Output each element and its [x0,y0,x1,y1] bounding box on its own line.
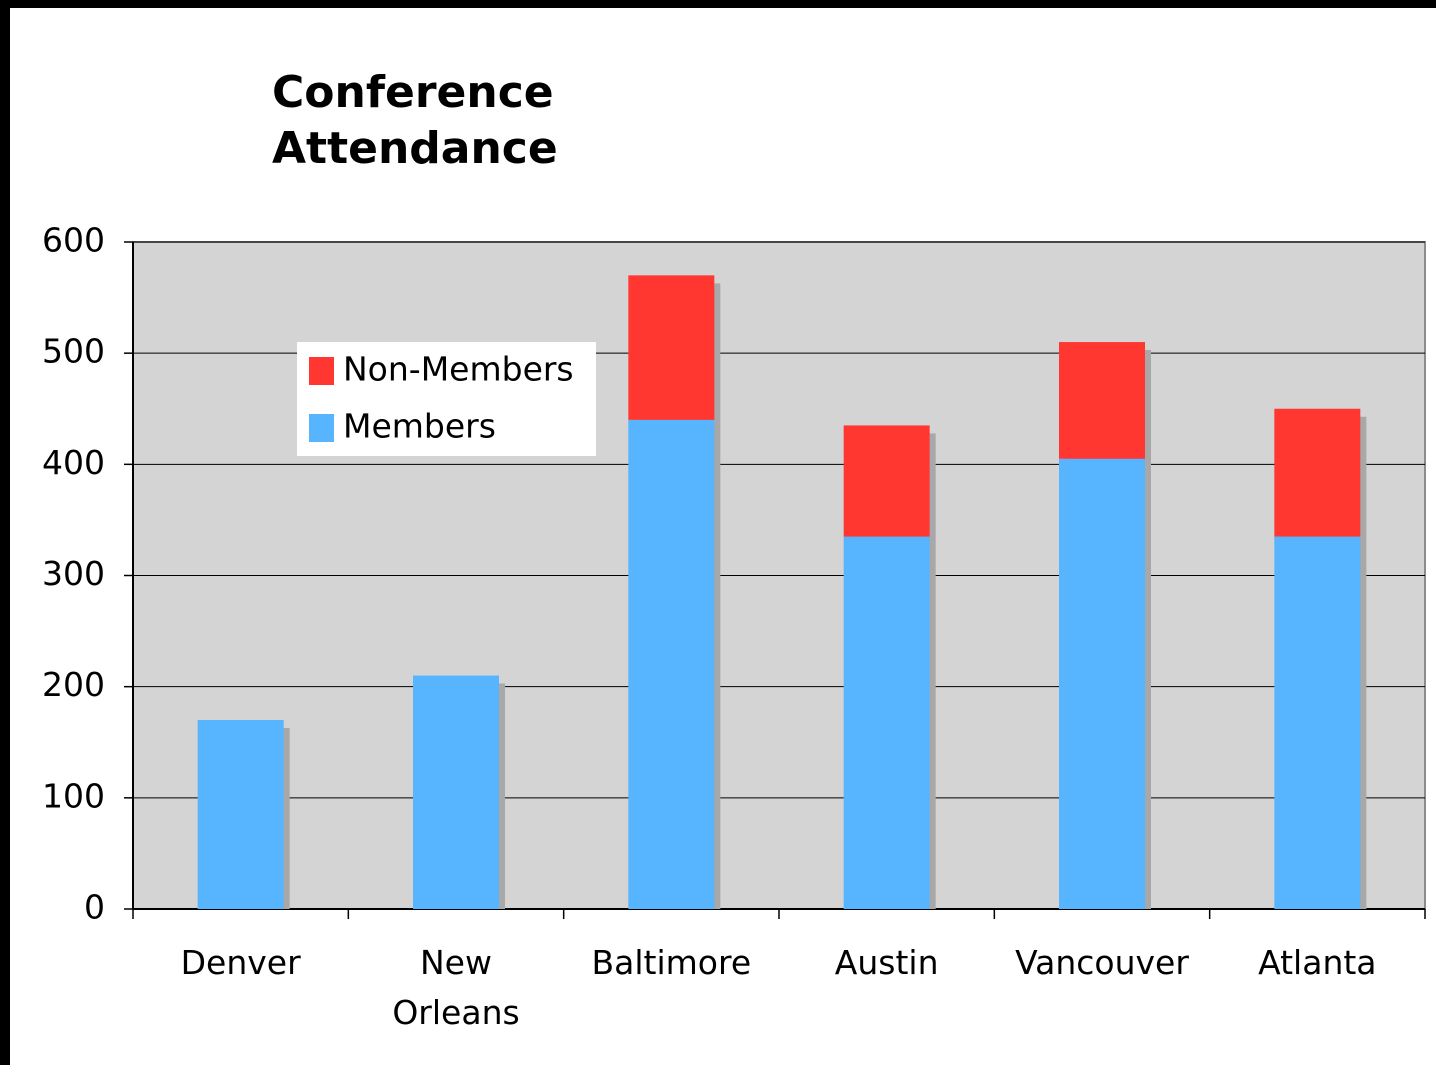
x-tick-label: Atlanta [1258,943,1376,982]
bar-segment [843,425,930,537]
legend-swatch [309,357,334,385]
y-tick-label: 0 [84,888,105,927]
legend-box [297,342,596,456]
x-tick-label: Baltimore [592,943,752,982]
bar-segment [843,536,930,909]
legend-label: Members [343,407,496,446]
bar-segment [1059,458,1145,909]
bar-segment [628,419,715,909]
legend: Non-Members Members [297,342,596,456]
x-tick-label: New Orleans [392,943,519,1032]
chart-title: Conference Attendance [272,67,558,174]
y-tick-label: 200 [42,665,105,704]
y-tick-label: 100 [42,776,105,815]
bar-segment [197,720,284,909]
y-tick-label: 500 [42,332,105,371]
bar-segment [413,675,499,909]
y-tick-label: 400 [42,443,105,482]
legend-swatch [309,414,334,442]
bar-segment [1274,536,1361,909]
x-tick-label: Vancouver [1015,943,1189,982]
bar-segment [1059,342,1145,459]
x-tick-label: Denver [181,943,301,982]
legend-label: Non-Members [343,350,574,389]
bar-segment [1274,408,1361,537]
bar-segment [628,275,715,420]
y-tick-label: 300 [42,554,105,593]
y-tick-label: 600 [42,221,105,260]
x-tick-label: Austin [835,943,939,982]
